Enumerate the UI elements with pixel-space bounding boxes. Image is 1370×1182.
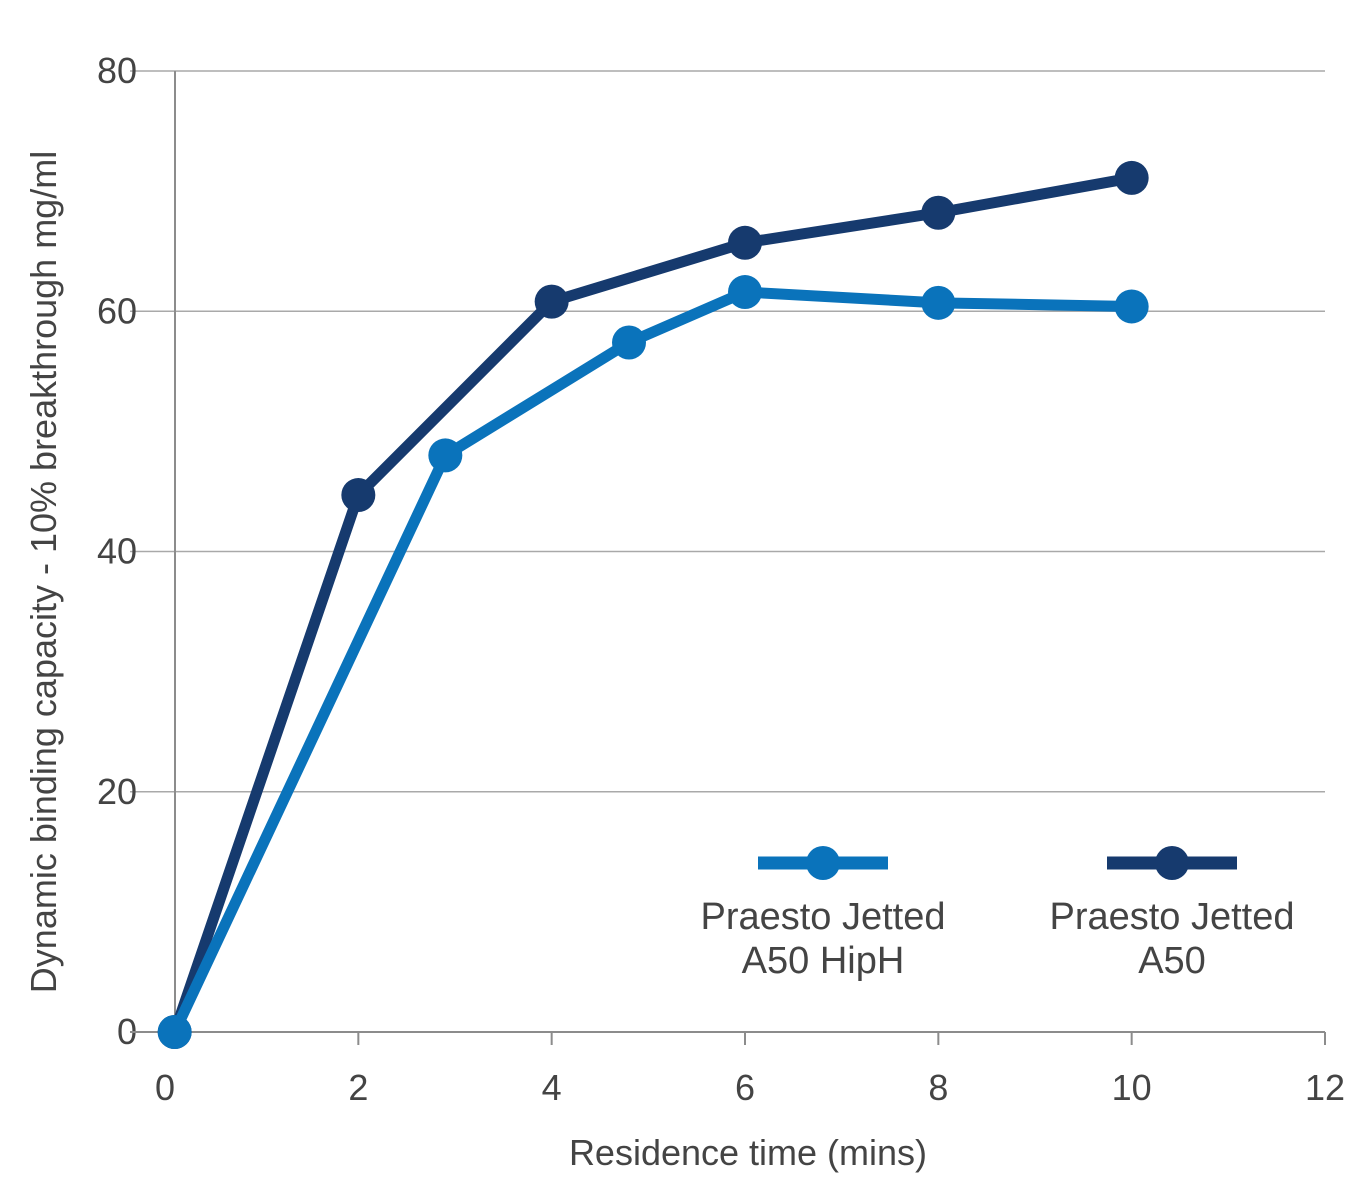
legend-label: Praesto Jetted xyxy=(700,896,945,938)
x-axis-title: Residence time (mins) xyxy=(569,1132,927,1173)
legend-label: A50 xyxy=(1138,940,1206,982)
y-axis-title: Dynamic binding capacity - 10% breakthro… xyxy=(23,151,64,993)
data-point xyxy=(1114,160,1149,195)
x-tick-label: 0 xyxy=(155,1067,175,1108)
data-point xyxy=(728,275,762,310)
x-tick-label: 8 xyxy=(928,1067,948,1108)
legend-label: A50 HipH xyxy=(742,940,905,982)
data-point xyxy=(921,195,956,230)
data-point xyxy=(157,1015,192,1049)
series-group xyxy=(157,160,1149,1049)
y-tick-label: 20 xyxy=(97,771,137,812)
x-tick-label: 2 xyxy=(348,1067,368,1108)
y-tick-label: 60 xyxy=(97,290,137,331)
series-line xyxy=(169,286,1138,1038)
y-tick-label: 0 xyxy=(117,1011,137,1052)
data-point xyxy=(341,478,376,513)
axes: 0 20 40 60 80 0 2 4 6 8 10 12 xyxy=(97,50,1345,1108)
data-point xyxy=(1114,289,1149,324)
x-tick-label: 10 xyxy=(1112,1067,1152,1108)
x-tick-label: 12 xyxy=(1305,1067,1345,1108)
data-point xyxy=(534,284,569,319)
legend-label: Praesto Jetted xyxy=(1049,896,1294,938)
data-point xyxy=(728,225,762,260)
x-tick-label: 4 xyxy=(542,1067,562,1108)
data-point xyxy=(612,325,646,360)
data-point xyxy=(921,285,956,320)
legend-marker xyxy=(806,846,840,880)
grid-lines xyxy=(130,70,1325,793)
legend-marker xyxy=(1155,846,1189,880)
x-tick-label: 6 xyxy=(735,1067,755,1108)
series-line xyxy=(169,172,1138,1038)
y-tick-label: 80 xyxy=(97,50,137,91)
y-tick-label: 40 xyxy=(97,531,137,572)
data-point xyxy=(428,438,463,473)
